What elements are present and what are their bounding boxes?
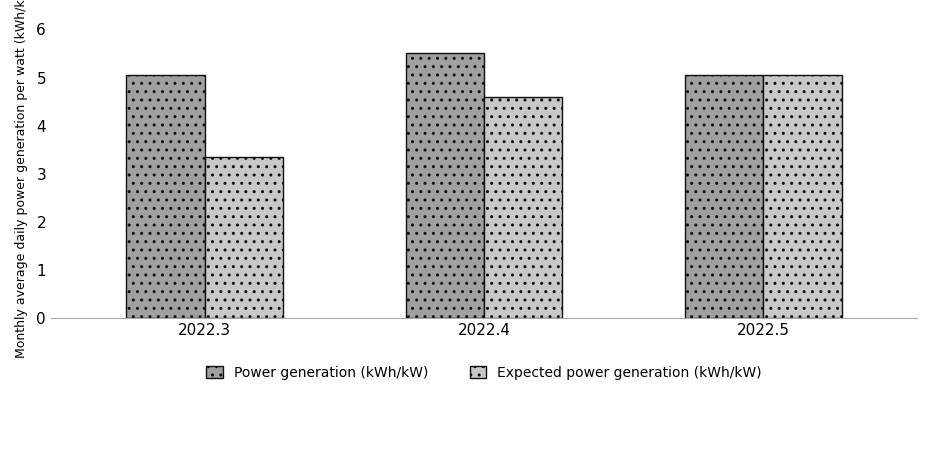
Bar <box>127 75 205 318</box>
Legend: Power generation (kWh/kW), Expected power generation (kWh/kW): Power generation (kWh/kW), Expected powe… <box>199 359 769 387</box>
Bar <box>405 53 484 318</box>
Bar <box>484 97 562 318</box>
Bar <box>205 157 282 318</box>
Bar <box>685 75 763 318</box>
Bar <box>763 75 842 318</box>
Y-axis label: Monthly average daily power generation per watt (kWh/kWp): Monthly average daily power generation p… <box>15 0 28 358</box>
